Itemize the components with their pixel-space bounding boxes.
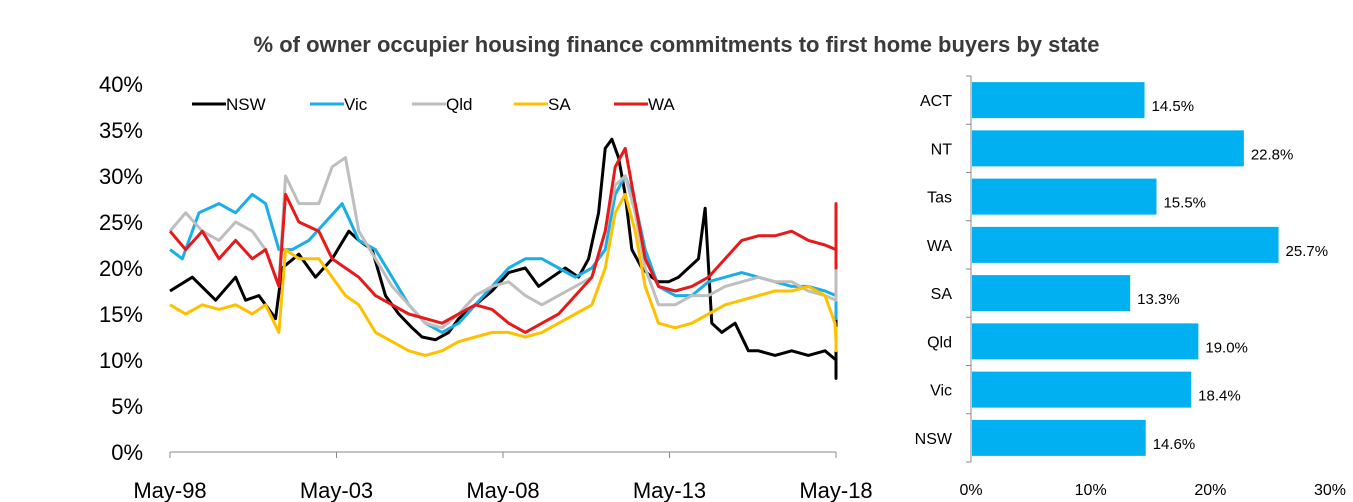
- series-line-qld: [168, 156, 838, 330]
- bar-wa: [972, 226, 1279, 263]
- bar-category-label: Qld: [927, 334, 952, 351]
- chart-title: % of owner occupier housing finance comm…: [253, 32, 1100, 57]
- bar-category-label: ACT: [920, 93, 952, 110]
- bar-vic: [972, 371, 1192, 408]
- legend-label-vic: Vic: [344, 95, 368, 114]
- series-line-sa: [169, 192, 838, 357]
- bar-value-label: 15.5%: [1163, 195, 1206, 212]
- legend-label-qld: Qld: [446, 95, 472, 114]
- bar-category-label: NT: [931, 141, 953, 158]
- bar-value-label: 25.7%: [1286, 243, 1329, 260]
- series-line-wa: [168, 146, 838, 334]
- bar-category-label: Tas: [927, 190, 952, 207]
- bar-x-tick-label: 30%: [1314, 482, 1346, 499]
- bar-category-label: SA: [931, 286, 953, 303]
- y-tick-label: 30%: [99, 164, 143, 189]
- legend-label-wa: WA: [648, 95, 675, 114]
- series-line-nsw: [169, 137, 838, 380]
- y-tick-label: 15%: [99, 302, 143, 327]
- bar-nsw: [972, 419, 1146, 456]
- bar-sa: [972, 275, 1131, 312]
- bar-category-label: Vic: [930, 383, 952, 400]
- bar-value-label: 13.3%: [1137, 291, 1180, 308]
- bar-value-label: 19.0%: [1205, 339, 1248, 356]
- bar-x-tick-label: 20%: [1194, 482, 1226, 499]
- bar-category-label: NSW: [915, 431, 953, 448]
- bar-category-label: WA: [927, 238, 953, 255]
- y-tick-label: 40%: [99, 72, 143, 97]
- y-tick-label: 10%: [99, 348, 143, 373]
- x-tick-label: May-03: [300, 478, 373, 502]
- bar-act: [972, 82, 1145, 119]
- bar-nt: [972, 130, 1244, 167]
- x-tick-label: May-18: [799, 478, 872, 502]
- y-tick-label: 5%: [111, 394, 143, 419]
- y-tick-label: 20%: [99, 256, 143, 281]
- bar-x-tick-label: 10%: [1075, 482, 1107, 499]
- bar-value-label: 14.6%: [1153, 436, 1196, 453]
- legend-label-nsw: NSW: [226, 95, 266, 114]
- y-tick-label: 35%: [99, 118, 143, 143]
- bar-x-tick-label: 0%: [959, 482, 982, 499]
- legend-label-sa: SA: [548, 95, 571, 114]
- bar-value-label: 22.8%: [1251, 146, 1294, 163]
- x-tick-label: May-13: [633, 478, 706, 502]
- x-tick-label: May-08: [466, 478, 539, 502]
- bar-qld: [972, 323, 1199, 360]
- x-tick-label: May-98: [133, 478, 206, 502]
- bar-value-label: 14.5%: [1152, 98, 1195, 115]
- bar-tas: [972, 178, 1157, 215]
- bar-value-label: 18.4%: [1198, 388, 1241, 405]
- y-tick-label: 25%: [99, 210, 143, 235]
- y-tick-label: 0%: [111, 440, 143, 465]
